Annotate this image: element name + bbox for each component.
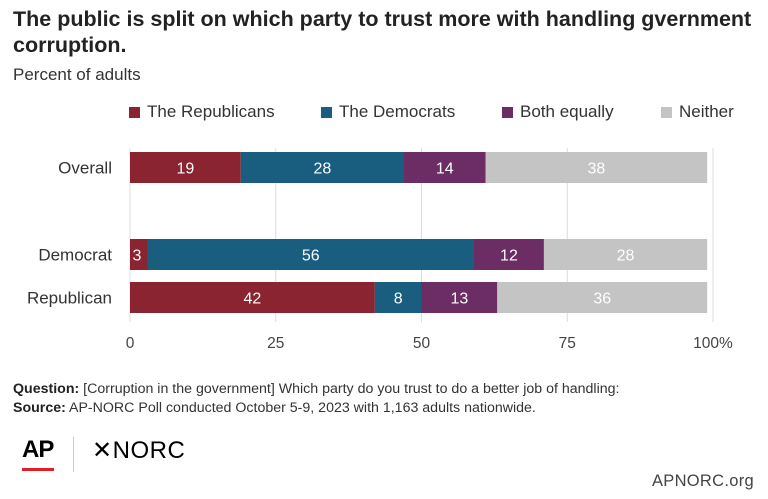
legend-swatch-republicans [129,106,140,118]
data-label: 3 [133,248,142,265]
legend: The Republicans The Democrats Both equal… [0,102,768,124]
source-text: AP-NORC Poll conducted October 5-9, 2023… [69,400,536,416]
data-label: 56 [302,248,320,265]
data-label: 8 [394,291,403,308]
bar-segment [240,152,405,183]
bar-segment [147,239,474,270]
legend-swatch-democrats [321,106,332,118]
data-label: 14 [436,161,454,178]
legend-item-republicans: The Republicans [129,102,275,122]
bar-segment [421,282,498,313]
data-label: 12 [500,248,518,265]
chart-subtitle: Percent of adults [13,65,141,84]
bar-segment [497,282,708,313]
data-label: 28 [617,248,635,265]
data-label: 42 [244,291,262,308]
x-tick-label: 25 [267,335,284,352]
bar-segment [130,152,241,183]
legend-label-democrats: The Democrats [339,102,456,121]
legend-label-republicans: The Republicans [147,102,275,121]
site-url: APNORC.org [651,472,754,490]
logo-divider [73,437,74,472]
bar-segment [473,239,544,270]
data-label: 36 [593,291,611,308]
stacked-bar-chart: 0 25 50 75 100% Overall Democrat Republican 19 28… [27,148,733,352]
x-tick-label: 0 [126,335,135,352]
legend-swatch-neither [661,106,672,118]
question-note: Question: [Corruption in the government]… [13,380,758,399]
bar-segment [130,239,148,270]
legend-swatch-both-equally [502,106,513,118]
ap-logo: AP [22,436,54,463]
source-note: Source: AP-NORC Poll conducted October 5… [13,399,758,418]
data-label: 19 [176,161,194,178]
legend-label-both-equally: Both equally [520,102,614,121]
question-text: [Corruption in the government] Which par… [83,381,620,397]
norc-star-icon: ✕ [92,437,113,464]
bar-segment [404,152,486,183]
chart-title: The public is split on which party to tr… [13,7,752,57]
x-tick-label: 50 [413,335,431,352]
ap-logo-underline [22,468,54,471]
footer-notes: Question: [Corruption in the government]… [13,380,758,418]
norc-logo-text: NORC [112,437,186,464]
data-label: 13 [450,291,468,308]
bar-segment [485,152,708,183]
category-label: Overall [58,159,112,178]
category-label: Republican [27,289,112,308]
legend-item-democrats: The Democrats [321,102,455,122]
data-label: 28 [313,161,331,178]
bar-segment [374,282,422,313]
legend-item-both-equally: Both equally [502,102,614,122]
bar-segment [543,239,708,270]
category-label: Democrat [38,246,112,265]
legend-label-neither: Neither [679,102,734,121]
x-tick-label: 100% [693,335,733,352]
source-label: Source: [13,400,66,416]
question-label: Question: [13,381,80,397]
x-tick-label: 75 [559,335,576,352]
norc-logo: ✕NORC [92,436,185,465]
bar-segment [130,282,375,313]
data-label: 38 [588,161,606,178]
legend-item-neither: Neither [661,102,734,122]
